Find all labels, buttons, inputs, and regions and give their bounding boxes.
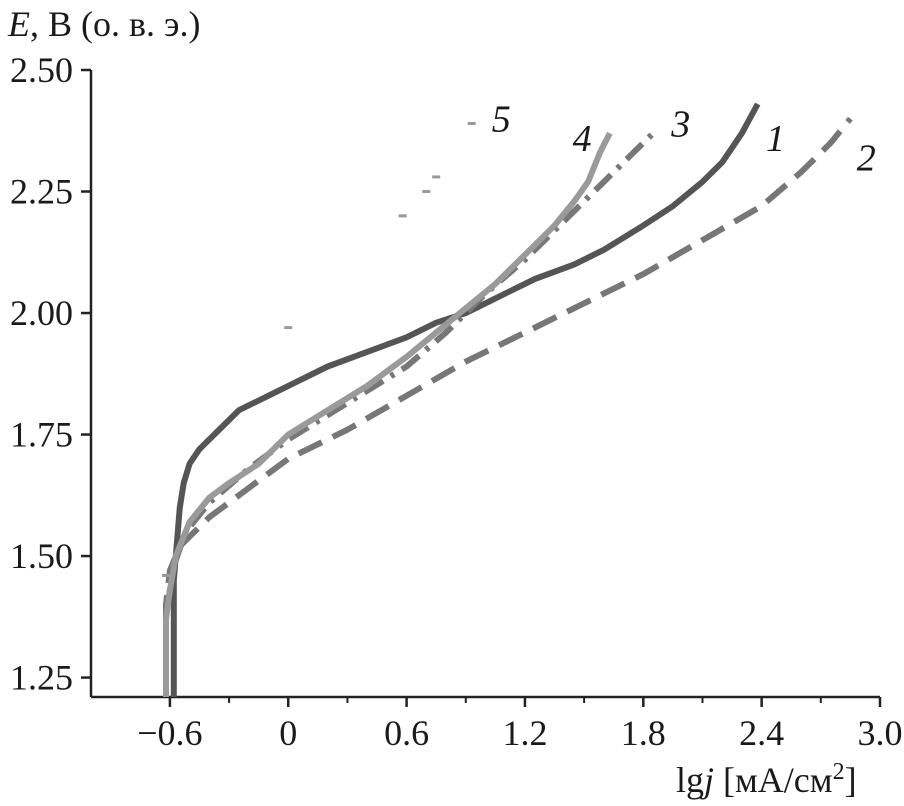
x-tick-label: −0.6 xyxy=(137,713,202,753)
x-axis-title-unit: [мА/см xyxy=(714,760,833,800)
x-axis-title-prefix: lg xyxy=(676,760,704,800)
x-tick-label: 1.8 xyxy=(621,713,666,753)
series-3-line xyxy=(163,131,656,697)
series-2-line xyxy=(163,116,853,697)
y-axis-title: E, В (о. в. э.) xyxy=(7,4,200,44)
curve-label-1: 1 xyxy=(766,118,785,160)
y-axis-title-var: E xyxy=(7,4,30,44)
y-tick-label: 1.75 xyxy=(10,415,73,455)
y-tick-label: 2.25 xyxy=(10,172,73,212)
curve-label-5: 5 xyxy=(492,99,511,141)
y-tick-label: 2.00 xyxy=(10,293,73,333)
series-4-line xyxy=(163,131,613,697)
y-tick-label: 1.50 xyxy=(10,536,73,576)
curve-label-4: 4 xyxy=(573,118,592,160)
curve-label-3: 3 xyxy=(670,103,690,145)
x-tick-label: 0.6 xyxy=(384,713,429,753)
x-axis-title-var: j xyxy=(700,760,714,800)
axes: −0.6 0 0.6 1.2 1.8 2.4 3.0 1.25 1.50 1.75 2.00 2.2… xyxy=(10,50,903,753)
y-ticks: 1.25 1.50 1.75 2.00 2.25 2.50 xyxy=(10,50,91,698)
x-ticks: −0.6 0 0.6 1.2 1.8 2.4 3.0 xyxy=(137,697,903,753)
curve-label-2: 2 xyxy=(857,137,876,179)
y-tick-label: 2.50 xyxy=(10,50,73,90)
x-tick-label: 1.2 xyxy=(502,713,547,753)
x-tick-label: 0 xyxy=(279,713,297,753)
x-tick-label: 3.0 xyxy=(858,713,903,753)
curve-labels: 1 2 3 4 5 xyxy=(492,99,876,180)
series-1-line xyxy=(170,102,761,697)
y-axis-title-rest: , В (о. в. э.) xyxy=(30,4,200,44)
x-axis-title: lgj [мА/см2] xyxy=(676,759,857,800)
series-layer xyxy=(161,102,853,697)
x-tick-label: 2.4 xyxy=(739,713,784,753)
x-axis-title-sup: 2 xyxy=(833,759,845,785)
y-tick-label: 1.25 xyxy=(10,658,73,698)
x-axis-title-close: ] xyxy=(845,760,857,800)
